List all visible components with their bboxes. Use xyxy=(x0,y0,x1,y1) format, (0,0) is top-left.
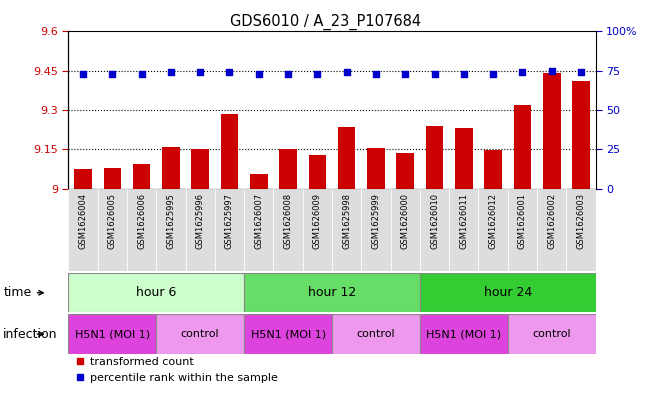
Text: GSM1626011: GSM1626011 xyxy=(460,193,468,249)
Bar xyxy=(566,189,596,271)
Text: control: control xyxy=(533,329,571,339)
Bar xyxy=(332,189,361,271)
Text: GSM1625996: GSM1625996 xyxy=(196,193,204,249)
Bar xyxy=(420,189,449,271)
Bar xyxy=(338,127,355,189)
Text: GSM1626002: GSM1626002 xyxy=(547,193,556,249)
Text: GSM1626001: GSM1626001 xyxy=(518,193,527,249)
Point xyxy=(224,69,235,75)
Text: GSM1626008: GSM1626008 xyxy=(284,193,292,249)
Text: GSM1626004: GSM1626004 xyxy=(79,193,87,249)
Text: GSM1626009: GSM1626009 xyxy=(313,193,322,249)
Text: GSM1625999: GSM1625999 xyxy=(372,193,380,249)
Text: GDS6010 / A_23_P107684: GDS6010 / A_23_P107684 xyxy=(230,14,421,30)
Point xyxy=(137,71,147,77)
Point xyxy=(165,69,176,75)
Text: H5N1 (MOI 1): H5N1 (MOI 1) xyxy=(426,329,501,339)
Bar xyxy=(478,189,508,271)
Text: hour 12: hour 12 xyxy=(308,286,356,299)
Point xyxy=(517,69,527,75)
Text: hour 24: hour 24 xyxy=(484,286,532,299)
Text: GSM1625997: GSM1625997 xyxy=(225,193,234,249)
Bar xyxy=(420,273,596,312)
Text: GSM1626003: GSM1626003 xyxy=(577,193,585,249)
Bar xyxy=(244,189,273,271)
Point xyxy=(312,71,323,77)
Bar xyxy=(221,114,238,189)
Bar xyxy=(98,189,127,271)
Bar xyxy=(514,105,531,189)
Point xyxy=(195,69,206,75)
Bar xyxy=(215,189,244,271)
Bar xyxy=(250,174,268,189)
Bar xyxy=(279,149,297,189)
Bar xyxy=(396,153,414,189)
Bar xyxy=(543,73,561,189)
Bar xyxy=(244,273,420,312)
Point xyxy=(107,71,117,77)
Text: GSM1626006: GSM1626006 xyxy=(137,193,146,249)
Point xyxy=(400,71,411,77)
Bar xyxy=(162,147,180,189)
Bar xyxy=(508,314,596,354)
Bar xyxy=(484,150,502,189)
Text: GSM1626000: GSM1626000 xyxy=(401,193,409,249)
Bar xyxy=(156,189,186,271)
Bar xyxy=(186,189,215,271)
Bar xyxy=(361,189,391,271)
Bar xyxy=(74,169,92,189)
Point xyxy=(576,69,587,75)
Text: GSM1626010: GSM1626010 xyxy=(430,193,439,249)
Point xyxy=(458,71,469,77)
Point xyxy=(488,71,499,77)
Bar xyxy=(332,314,420,354)
Bar xyxy=(309,154,326,189)
Text: infection: infection xyxy=(3,327,58,341)
Text: time: time xyxy=(3,286,31,299)
Bar xyxy=(191,149,209,189)
Bar xyxy=(273,189,303,271)
Text: control: control xyxy=(181,329,219,339)
Text: GSM1626005: GSM1626005 xyxy=(108,193,117,249)
Bar xyxy=(572,81,590,189)
Text: H5N1 (MOI 1): H5N1 (MOI 1) xyxy=(75,329,150,339)
Bar xyxy=(508,189,537,271)
Point xyxy=(78,71,89,77)
Point xyxy=(254,71,264,77)
Bar xyxy=(449,189,478,271)
Text: hour 6: hour 6 xyxy=(136,286,176,299)
Point xyxy=(342,69,352,75)
Bar xyxy=(104,168,121,189)
Bar xyxy=(391,189,420,271)
Bar xyxy=(127,189,156,271)
Bar xyxy=(68,314,156,354)
Text: control: control xyxy=(357,329,395,339)
Bar xyxy=(68,273,244,312)
Bar xyxy=(537,189,566,271)
Bar xyxy=(68,189,98,271)
Text: GSM1626007: GSM1626007 xyxy=(255,193,263,249)
Text: GSM1625995: GSM1625995 xyxy=(167,193,175,249)
Bar xyxy=(303,189,332,271)
Bar xyxy=(455,129,473,189)
Bar xyxy=(426,126,443,189)
Bar xyxy=(133,164,150,189)
Bar xyxy=(156,314,244,354)
Point xyxy=(371,71,381,77)
Point xyxy=(547,68,557,74)
Point xyxy=(283,71,293,77)
Legend: transformed count, percentile rank within the sample: transformed count, percentile rank withi… xyxy=(71,353,282,387)
Bar xyxy=(244,314,332,354)
Bar xyxy=(367,148,385,189)
Bar xyxy=(420,314,508,354)
Text: GSM1625998: GSM1625998 xyxy=(342,193,351,249)
Text: H5N1 (MOI 1): H5N1 (MOI 1) xyxy=(251,329,326,339)
Text: GSM1626012: GSM1626012 xyxy=(489,193,497,249)
Point xyxy=(430,71,440,77)
